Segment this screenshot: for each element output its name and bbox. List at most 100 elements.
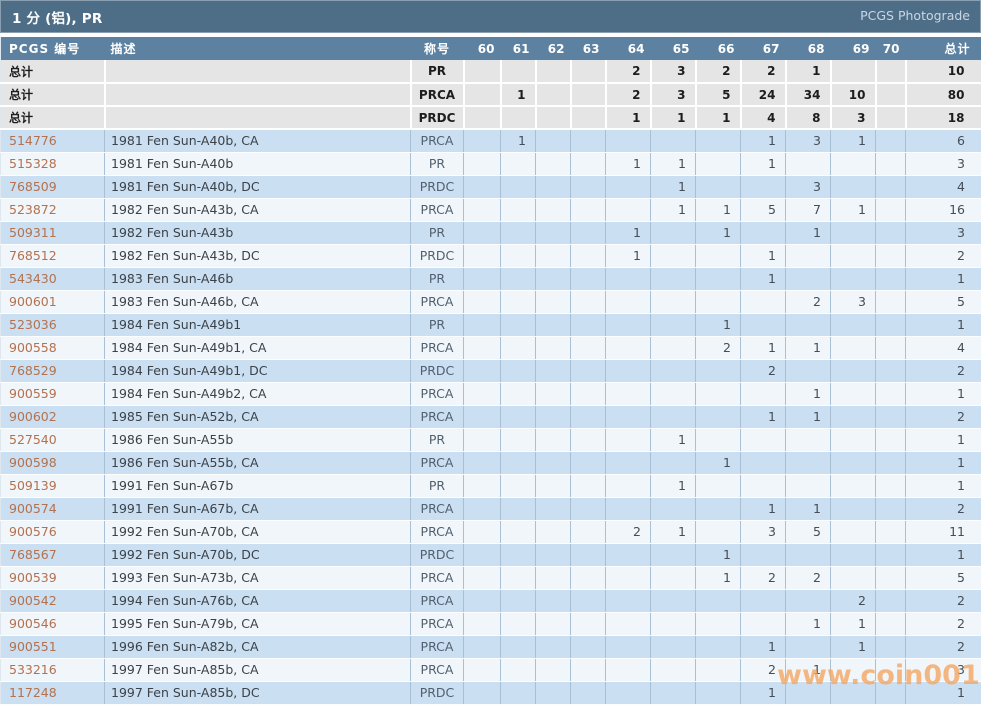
grade-count-63 <box>571 152 606 175</box>
grade-count-69 <box>831 221 876 244</box>
grade-count-60 <box>464 658 501 681</box>
grade-count-67 <box>741 428 786 451</box>
grade-count-66 <box>696 267 741 290</box>
pcgs-number-link[interactable]: 515328 <box>9 156 57 171</box>
grade-count-61 <box>501 267 536 290</box>
grade-count-63 <box>571 290 606 313</box>
grade-count-67: 2 <box>741 658 786 681</box>
pcgs-number-link[interactable]: 900539 <box>9 570 57 585</box>
grade-count-60 <box>464 520 501 543</box>
pcgs-number-link[interactable]: 900542 <box>9 593 57 608</box>
grade-count-62 <box>536 589 571 612</box>
grade-count-63 <box>571 474 606 497</box>
designation: PRCA <box>411 589 464 612</box>
summary-grade-count-65: 3 <box>651 60 696 83</box>
grade-count-68 <box>786 451 831 474</box>
grade-count-65 <box>651 612 696 635</box>
grade-count-66 <box>696 497 741 520</box>
grade-count-60 <box>464 382 501 405</box>
grade-count-61 <box>501 612 536 635</box>
grade-count-67: 2 <box>741 359 786 382</box>
designation: PRCA <box>411 405 464 428</box>
pcgs-number-link[interactable]: 900576 <box>9 524 57 539</box>
grade-count-70 <box>876 405 906 428</box>
grade-count-60 <box>464 681 501 704</box>
pcgs-number-link[interactable]: 900558 <box>9 340 57 355</box>
pcgs-number-link[interactable]: 900602 <box>9 409 57 424</box>
grade-count-62 <box>536 612 571 635</box>
pcgs-number-link[interactable]: 509311 <box>9 225 57 240</box>
grade-count-69 <box>831 566 876 589</box>
pcgs-number-cell: 523036 <box>1 313 105 336</box>
grade-count-68 <box>786 359 831 382</box>
pcgs-number-link[interactable]: 543430 <box>9 271 57 286</box>
pcgs-number-link[interactable]: 509139 <box>9 478 57 493</box>
grade-count-66 <box>696 175 741 198</box>
row-total: 4 <box>906 336 981 359</box>
coin-description: 1982 Fen Sun-A43b, CA <box>105 198 411 221</box>
designation: PR <box>411 428 464 451</box>
pcgs-number-link[interactable]: 527540 <box>9 432 57 447</box>
pcgs-number-link[interactable]: 900598 <box>9 455 57 470</box>
grade-count-68 <box>786 681 831 704</box>
coin-description: 1983 Fen Sun-A46b <box>105 267 411 290</box>
pcgs-number-link[interactable]: 768509 <box>9 179 57 194</box>
grade-count-68 <box>786 589 831 612</box>
row-total: 1 <box>906 681 981 704</box>
coin-description: 1984 Fen Sun-A49b1, DC <box>105 359 411 382</box>
grade-count-68: 1 <box>786 382 831 405</box>
pcgs-number-cell: 514776 <box>1 129 105 152</box>
grade-count-60 <box>464 405 501 428</box>
pcgs-number-link[interactable]: 523036 <box>9 317 57 332</box>
pcgs-number-link[interactable]: 117248 <box>9 685 57 700</box>
grade-count-66 <box>696 589 741 612</box>
grade-count-66: 1 <box>696 566 741 589</box>
grade-count-62 <box>536 313 571 336</box>
grade-count-67 <box>741 589 786 612</box>
header-designation: 称号 <box>411 37 464 60</box>
grade-count-63 <box>571 428 606 451</box>
summary-grade-count-69: 10 <box>831 83 876 106</box>
grade-count-60 <box>464 336 501 359</box>
header-grade-69: 69 <box>831 37 876 60</box>
designation: PRDC <box>411 244 464 267</box>
pcgs-number-link[interactable]: 533216 <box>9 662 57 677</box>
pcgs-number-link[interactable]: 900551 <box>9 639 57 654</box>
grade-count-70 <box>876 152 906 175</box>
coin-description: 1995 Fen Sun-A79b, CA <box>105 612 411 635</box>
grade-count-65 <box>651 313 696 336</box>
summary-label: 总计 <box>1 83 105 106</box>
pcgs-number-link[interactable]: 514776 <box>9 133 57 148</box>
grade-count-64 <box>606 405 651 428</box>
grade-count-67 <box>741 543 786 566</box>
pcgs-number-link[interactable]: 900559 <box>9 386 57 401</box>
grade-count-70 <box>876 543 906 566</box>
title-bar: 1 分 (铝), PR PCGS Photograde <box>0 0 981 33</box>
grade-count-69 <box>831 497 876 520</box>
grade-count-60 <box>464 635 501 658</box>
pcgs-number-link[interactable]: 900601 <box>9 294 57 309</box>
coin-description: 1984 Fen Sun-A49b1 <box>105 313 411 336</box>
grade-count-62 <box>536 382 571 405</box>
grade-count-67 <box>741 612 786 635</box>
grade-count-66 <box>696 244 741 267</box>
grade-count-66 <box>696 474 741 497</box>
pcgs-number-link[interactable]: 900574 <box>9 501 57 516</box>
grade-count-63 <box>571 336 606 359</box>
grade-count-66: 1 <box>696 451 741 474</box>
pcgs-number-link[interactable]: 768567 <box>9 547 57 562</box>
grade-count-63 <box>571 658 606 681</box>
row-total: 2 <box>906 497 981 520</box>
pcgs-number-link[interactable]: 768529 <box>9 363 57 378</box>
pcgs-number-cell: 900601 <box>1 290 105 313</box>
pcgs-number-link[interactable]: 900546 <box>9 616 57 631</box>
grade-count-66 <box>696 635 741 658</box>
grade-count-65: 1 <box>651 175 696 198</box>
coin-description: 1992 Fen Sun-A70b, DC <box>105 543 411 566</box>
grade-count-63 <box>571 313 606 336</box>
grade-count-65 <box>651 681 696 704</box>
pcgs-number-link[interactable]: 523872 <box>9 202 57 217</box>
grade-count-68 <box>786 152 831 175</box>
pcgs-number-link[interactable]: 768512 <box>9 248 57 263</box>
